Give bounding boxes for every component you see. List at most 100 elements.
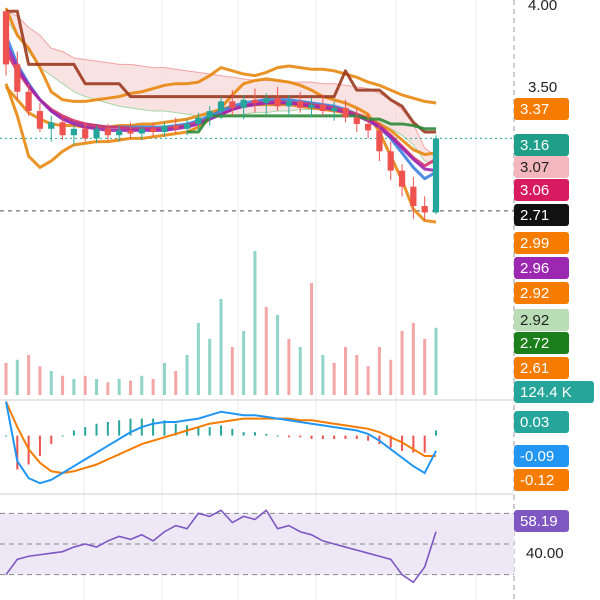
candle-body — [432, 138, 440, 213]
price-badge — [514, 179, 569, 201]
volume-bar — [411, 323, 415, 395]
price-badge — [514, 204, 569, 226]
candle-body — [376, 130, 383, 152]
candle-body — [331, 107, 338, 112]
candle-body — [104, 128, 111, 136]
price-badge — [514, 469, 569, 491]
price-badge-label: 2.61 — [520, 360, 549, 377]
price-badge-label: 58.19 — [520, 513, 558, 530]
rsi-line — [5, 509, 437, 584]
price-badge-label: 2.71 — [520, 207, 549, 224]
macd-histogram-bar — [50, 435, 53, 445]
macd-histogram-bar — [344, 435, 347, 439]
price-badge-label: 0.03 — [520, 414, 549, 431]
price-badge-label: 3.06 — [520, 182, 549, 199]
candle-body — [36, 111, 44, 129]
price-badge-label: -0.12 — [520, 472, 554, 489]
volume-bar — [230, 347, 234, 395]
candle-body — [263, 98, 270, 104]
price-panel[interactable] — [0, 7, 514, 224]
candle-body — [342, 107, 349, 118]
rsi-panel[interactable] — [0, 509, 514, 584]
candle-body — [70, 128, 78, 136]
volume-bar — [117, 379, 121, 395]
price-axis: 4.00 3.50 40.00 — [526, 0, 564, 562]
volume-bar — [208, 339, 212, 395]
candle-body — [274, 98, 281, 107]
volume-bar — [95, 379, 99, 395]
price-badge-label: 2.99 — [520, 235, 549, 252]
candle-body — [59, 122, 66, 136]
ichimoku-cloud — [6, 11, 436, 165]
candle-body — [206, 111, 213, 118]
volume-bar — [253, 251, 257, 395]
price-badge-label: 3.07 — [520, 159, 549, 176]
macd-panel[interactable] — [5, 401, 437, 485]
candle-body — [172, 125, 179, 129]
volume-bar — [27, 355, 31, 395]
volume-bar — [185, 355, 189, 395]
price-badges: 3.37 3.16 3.07 3.06 2.71 2.99 2.96 2.92 2.92 2.72… — [514, 98, 594, 532]
volume-bar — [83, 375, 87, 395]
price-badge — [514, 98, 569, 120]
macd-histogram-bar — [38, 435, 41, 456]
macd-histogram-bar — [61, 435, 64, 437]
price-badge-label: 2.72 — [520, 335, 549, 352]
macd-histogram-bar — [220, 425, 222, 436]
price-badge — [514, 232, 569, 254]
price-badge-label: -0.09 — [520, 448, 554, 465]
volume-bar — [423, 339, 427, 395]
candle-body — [82, 128, 89, 139]
volume-bar — [343, 347, 347, 395]
macd-histogram-bar — [423, 435, 426, 453]
volume-bar — [61, 375, 65, 395]
volume-bar — [434, 327, 438, 395]
price-badge — [514, 411, 569, 433]
macd-histogram-bar — [287, 435, 290, 438]
macd-histogram-bar — [16, 435, 19, 470]
candle-body — [138, 128, 145, 134]
candle-body — [421, 206, 428, 213]
volume-bar — [377, 347, 381, 395]
macd-histogram-bar — [265, 433, 268, 436]
price-badge — [514, 134, 569, 156]
price-badge — [514, 445, 569, 467]
price-badge-label: 124.4 K — [520, 384, 572, 401]
volume-panel[interactable] — [4, 251, 438, 395]
macd-histogram-bar — [333, 435, 336, 439]
macd-histogram-bar — [72, 430, 75, 436]
candle-body — [116, 130, 123, 136]
macd-histogram-bar — [321, 435, 324, 439]
macd-histogram-bar — [389, 435, 392, 448]
candle-body — [161, 125, 168, 132]
volume-bar — [287, 339, 291, 395]
price-tick-label: 3.50 — [528, 79, 557, 96]
cloud-upper-line — [5, 10, 437, 157]
macd-histogram-bar — [129, 418, 132, 436]
price-badge-label: 2.92 — [520, 285, 549, 302]
candle-body — [251, 99, 259, 104]
candle-body — [217, 101, 225, 112]
volume-bar — [38, 366, 42, 395]
volume-bar — [15, 359, 19, 395]
volume-bar — [389, 359, 393, 395]
price-badge-label: 3.16 — [520, 137, 549, 154]
macd-histogram-bar — [435, 430, 437, 436]
candle-body — [319, 104, 326, 112]
volume-bar — [321, 355, 325, 395]
macd-histogram-bar — [310, 435, 313, 439]
candle-body — [297, 101, 304, 108]
candle-body — [14, 64, 21, 92]
volume-bar — [264, 307, 268, 395]
price-badge — [514, 309, 569, 331]
macd-histogram-bar — [276, 435, 279, 437]
volume-bar — [4, 363, 8, 395]
macd-histogram-bar — [197, 427, 200, 436]
candle-body — [387, 151, 394, 171]
volume-bar — [276, 315, 280, 395]
macd-histogram-bar — [253, 432, 256, 436]
macd-histogram-bar — [163, 420, 166, 436]
volume-bar — [355, 355, 359, 395]
price-badge — [514, 332, 569, 354]
